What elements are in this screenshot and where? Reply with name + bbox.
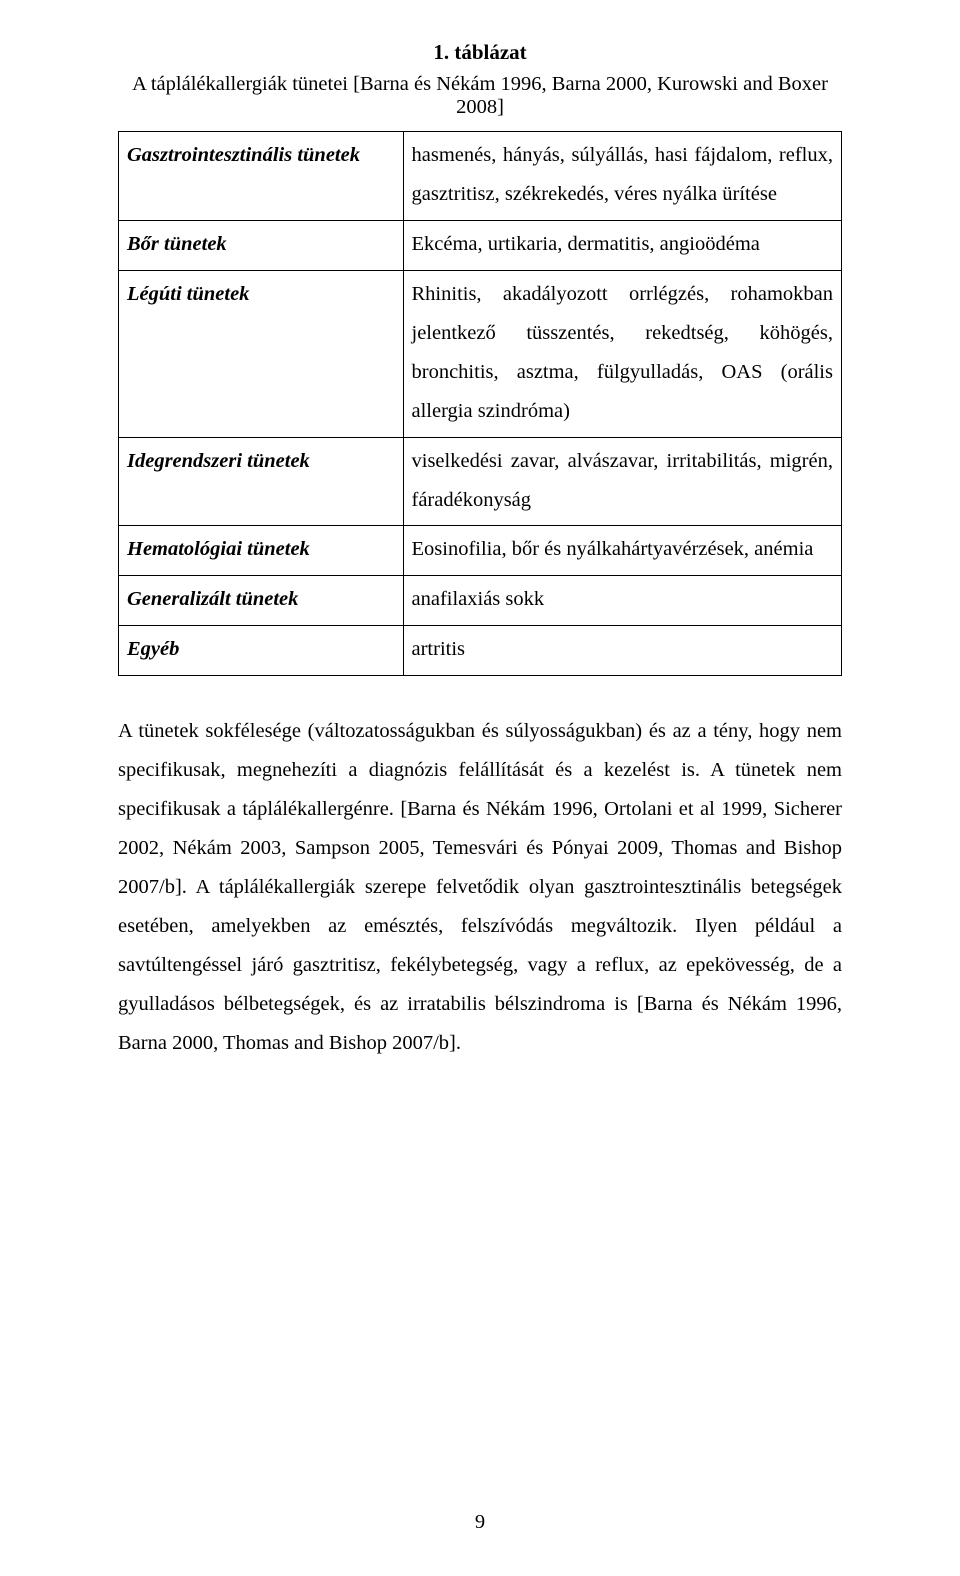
row-desc: Eosinofilia, bőr és nyálkahártyavérzések… xyxy=(403,526,842,576)
symptoms-table: Gasztrointesztinális tünetek hasmenés, h… xyxy=(118,131,842,676)
row-desc: artritis xyxy=(403,626,842,676)
row-label: Bőr tünetek xyxy=(119,220,404,270)
row-desc: viselkedési zavar, alvászavar, irritabil… xyxy=(403,437,842,526)
table-row: Hematológiai tünetek Eosinofilia, bőr és… xyxy=(119,526,842,576)
row-desc: hasmenés, hányás, súlyállás, hasi fájdal… xyxy=(403,132,842,221)
table-row: Légúti tünetek Rhinitis, akadályozott or… xyxy=(119,270,842,437)
table-caption: A táplálékallergiák tünetei [Barna és Né… xyxy=(118,73,842,119)
row-label: Hematológiai tünetek xyxy=(119,526,404,576)
row-label: Légúti tünetek xyxy=(119,270,404,437)
page-number: 9 xyxy=(0,1511,960,1534)
row-label: Egyéb xyxy=(119,626,404,676)
table-row: Bőr tünetek Ekcéma, urtikaria, dermatiti… xyxy=(119,220,842,270)
table-row: Gasztrointesztinális tünetek hasmenés, h… xyxy=(119,132,842,221)
row-desc: Ekcéma, urtikaria, dermatitis, angioödém… xyxy=(403,220,842,270)
row-desc: Rhinitis, akadályozott orrlégzés, rohamo… xyxy=(403,270,842,437)
table-row: Idegrendszeri tünetek viselkedési zavar,… xyxy=(119,437,842,526)
row-label: Idegrendszeri tünetek xyxy=(119,437,404,526)
row-label: Gasztrointesztinális tünetek xyxy=(119,132,404,221)
body-paragraph: A tünetek sokfélesége (változatosságukba… xyxy=(118,712,842,1062)
table-title: 1. táblázat xyxy=(118,40,842,65)
document-page: 1. táblázat A táplálékallergiák tünetei … xyxy=(0,0,960,1576)
row-desc: anafilaxiás sokk xyxy=(403,576,842,626)
table-row: Generalizált tünetek anafilaxiás sokk xyxy=(119,576,842,626)
row-label: Generalizált tünetek xyxy=(119,576,404,626)
table-row: Egyéb artritis xyxy=(119,626,842,676)
